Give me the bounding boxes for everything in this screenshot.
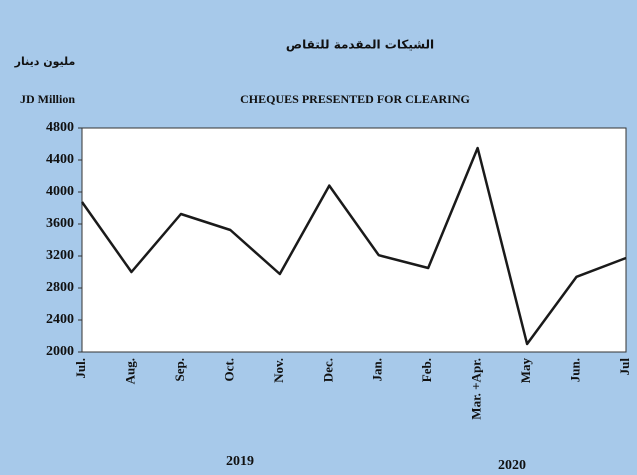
y-tick-label: 4800: [46, 120, 74, 135]
y-tick-label: 2000: [46, 344, 74, 359]
year-label: 2019: [226, 454, 254, 469]
y-tick-label: 3600: [46, 216, 74, 231]
year-label: 2020: [498, 458, 526, 473]
y-tick-label: 2800: [46, 280, 74, 295]
x-tick-label: Aug.: [122, 358, 137, 384]
x-tick-label: Oct.: [221, 358, 236, 381]
x-tick-label: Jul.: [73, 358, 88, 379]
plot-area: [81, 127, 627, 353]
y-tick-label: 4000: [46, 184, 74, 199]
x-tick-label: Jul: [617, 358, 632, 376]
y-tick-label: 2400: [46, 312, 74, 327]
data-line: [80, 146, 627, 346]
y-tick-label: 4400: [46, 152, 74, 167]
y-axis-label: JD Million: [20, 92, 75, 106]
x-tick-label: Feb.: [419, 358, 434, 382]
x-tick-label: Jun.: [568, 358, 583, 382]
x-tick-label: Sep.: [172, 358, 187, 381]
chart-title: CHEQUES PRESENTED FOR CLEARING: [240, 92, 470, 106]
chart-title-ar: الشيكات المقدمة للتقاص: [286, 38, 434, 52]
unit-ar: مليون دينار: [14, 55, 76, 68]
x-tick-label: Nov.: [271, 358, 286, 383]
x-tick-label: Mar. +Apr.: [469, 358, 484, 420]
x-tick-label: Dec.: [320, 358, 335, 382]
x-tick-label: Jan.: [370, 358, 385, 381]
y-tick-label: 3200: [46, 248, 74, 263]
x-tick-label: May: [518, 358, 533, 384]
